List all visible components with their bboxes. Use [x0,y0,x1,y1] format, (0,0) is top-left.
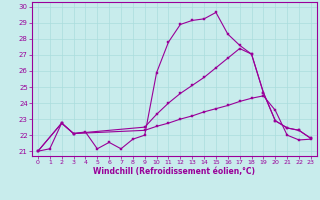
X-axis label: Windchill (Refroidissement éolien,°C): Windchill (Refroidissement éolien,°C) [93,167,255,176]
